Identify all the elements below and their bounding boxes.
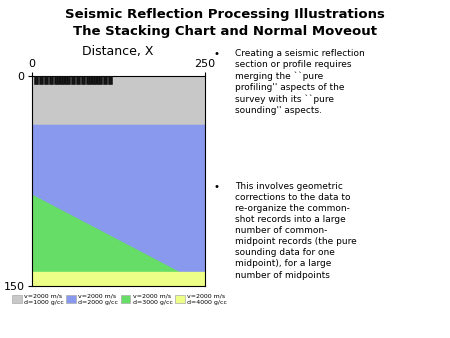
Bar	[49, 76, 51, 84]
Text: The Stacking Chart and Normal Moveout: The Stacking Chart and Normal Moveout	[73, 25, 377, 38]
Bar	[73, 76, 76, 84]
Bar	[41, 76, 43, 84]
Text: Seismic Reflection Processing Illustrations: Seismic Reflection Processing Illustrati…	[65, 8, 385, 21]
Bar	[51, 76, 53, 84]
Text: •: •	[214, 49, 220, 59]
Bar	[46, 76, 48, 84]
Bar	[83, 76, 85, 84]
Bar	[95, 76, 98, 84]
Bar	[61, 76, 63, 84]
Bar	[103, 76, 105, 84]
Bar	[58, 76, 61, 84]
Bar	[34, 76, 36, 84]
Bar	[110, 76, 112, 84]
Bar	[81, 76, 83, 84]
Bar	[36, 76, 39, 84]
Text: This involves geometric
corrections to the data to
re-organize the common-
shot : This involves geometric corrections to t…	[235, 182, 357, 280]
Bar	[105, 76, 108, 84]
Bar	[44, 76, 46, 84]
Bar	[90, 76, 93, 84]
Bar	[54, 76, 56, 84]
X-axis label: Distance, X: Distance, X	[82, 45, 154, 58]
Bar	[78, 76, 80, 84]
Bar	[86, 76, 88, 84]
Bar	[76, 76, 78, 84]
Bar	[56, 76, 58, 84]
Bar	[93, 76, 95, 84]
Bar	[100, 76, 103, 84]
Bar	[71, 76, 73, 84]
Text: Creating a seismic reflection
section or profile requires
merging the ``pure
pro: Creating a seismic reflection section or…	[235, 49, 364, 115]
Bar	[108, 76, 110, 84]
Bar	[39, 76, 41, 84]
Bar	[68, 76, 71, 84]
Bar	[98, 76, 100, 84]
Bar	[88, 76, 90, 84]
Bar	[66, 76, 68, 84]
Text: •: •	[214, 182, 220, 192]
Legend: v=2000 m/s
d=1000 g/cc, v=2000 m/s
d=2000 g/cc, v=2000 m/s
d=3000 g/cc, v=2000 m: v=2000 m/s d=1000 g/cc, v=2000 m/s d=200…	[12, 294, 227, 305]
Bar	[63, 76, 66, 84]
